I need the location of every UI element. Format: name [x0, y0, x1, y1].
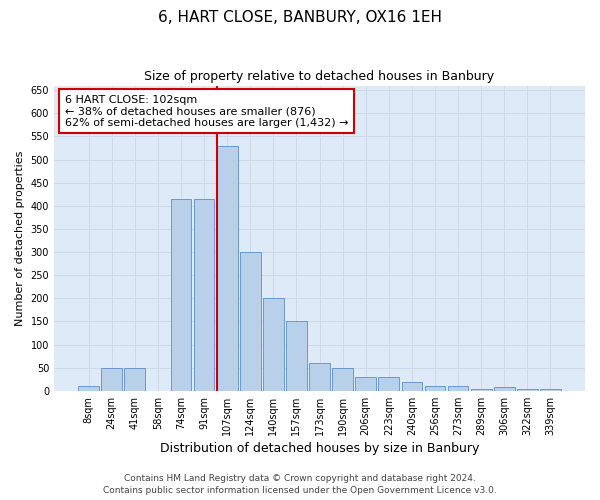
Bar: [517, 388, 538, 391]
Text: Contains HM Land Registry data © Crown copyright and database right 2024.
Contai: Contains HM Land Registry data © Crown c…: [103, 474, 497, 495]
Y-axis label: Number of detached properties: Number of detached properties: [15, 150, 25, 326]
Bar: [240, 252, 260, 391]
Title: Size of property relative to detached houses in Banbury: Size of property relative to detached ho…: [145, 70, 494, 83]
Text: 6 HART CLOSE: 102sqm
← 38% of detached houses are smaller (876)
62% of semi-deta: 6 HART CLOSE: 102sqm ← 38% of detached h…: [65, 94, 348, 128]
Bar: [124, 368, 145, 391]
Bar: [425, 386, 445, 391]
Bar: [379, 377, 399, 391]
Bar: [263, 298, 284, 391]
Bar: [217, 146, 238, 391]
Bar: [471, 388, 491, 391]
Bar: [355, 377, 376, 391]
Bar: [286, 322, 307, 391]
Bar: [194, 199, 214, 391]
X-axis label: Distribution of detached houses by size in Banbury: Distribution of detached houses by size …: [160, 442, 479, 455]
Bar: [101, 368, 122, 391]
Bar: [448, 386, 469, 391]
Bar: [332, 368, 353, 391]
Bar: [494, 387, 515, 391]
Bar: [78, 386, 99, 391]
Bar: [540, 388, 561, 391]
Text: 6, HART CLOSE, BANBURY, OX16 1EH: 6, HART CLOSE, BANBURY, OX16 1EH: [158, 10, 442, 25]
Bar: [309, 363, 330, 391]
Bar: [170, 199, 191, 391]
Bar: [401, 382, 422, 391]
